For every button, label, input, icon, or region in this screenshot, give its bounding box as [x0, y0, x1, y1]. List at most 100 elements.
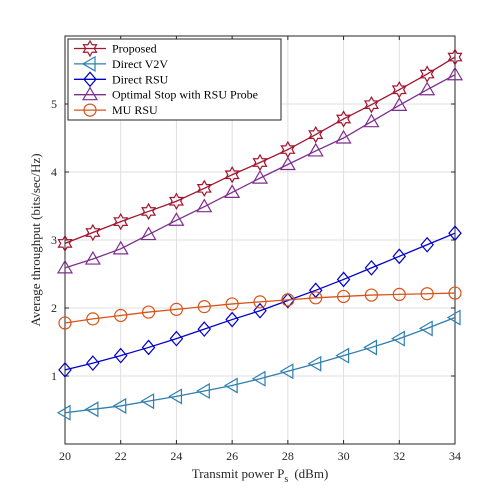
data-point-marker	[309, 291, 323, 305]
data-point-marker	[86, 355, 100, 372]
legend-entry-label: Direct V2V	[112, 57, 168, 71]
data-point-marker	[307, 355, 322, 372]
x-tick-label: 22	[115, 449, 127, 463]
data-point-marker	[58, 316, 72, 330]
data-point-marker	[113, 347, 128, 364]
data-point-marker	[420, 287, 434, 301]
legend-marker	[81, 86, 99, 101]
data-point-marker	[446, 309, 461, 326]
data-point-marker	[169, 330, 184, 347]
data-point-marker	[141, 305, 156, 319]
data-point-marker	[197, 300, 211, 314]
data-point-marker	[141, 202, 157, 221]
data-point-marker	[281, 293, 295, 307]
y-tick-label: 5	[51, 97, 57, 111]
data-point-marker	[447, 48, 463, 66]
series-4	[58, 286, 462, 330]
data-point-marker	[448, 225, 462, 242]
data-point-marker	[56, 259, 74, 274]
series-line	[64, 232, 456, 371]
data-point-marker	[224, 166, 240, 184]
data-point-marker	[114, 308, 128, 323]
data-point-marker	[140, 393, 155, 410]
data-point-marker	[391, 97, 408, 111]
series-line	[64, 316, 456, 414]
x-axis-title: Transmit power Ps (dBm)	[192, 466, 329, 485]
data-point-marker	[86, 312, 100, 326]
data-point-marker	[223, 377, 238, 394]
data-point-marker	[58, 361, 72, 378]
x-axis-title-main: Transmit power P	[192, 466, 285, 481]
data-point-marker	[363, 339, 378, 356]
data-point-marker	[391, 330, 405, 347]
series-line	[64, 74, 456, 269]
data-point-marker	[307, 142, 324, 157]
series-2	[58, 225, 462, 378]
data-point-marker	[112, 397, 127, 414]
data-point-marker	[84, 401, 99, 418]
legend-entry-label: MU RSU	[112, 103, 158, 117]
x-tick-label: 34	[449, 449, 461, 463]
data-point-marker	[336, 110, 352, 128]
legend-entry-label: Proposed	[112, 42, 157, 56]
x-tick-label: 24	[170, 449, 182, 463]
y-tick-label: 2	[51, 301, 57, 315]
x-axis-title-unit: (dBm)	[294, 466, 328, 481]
data-point-marker	[113, 212, 129, 231]
legend-marker	[81, 55, 96, 72]
data-point-marker	[363, 113, 380, 128]
data-point-marker	[196, 198, 213, 213]
data-point-marker	[392, 248, 407, 265]
data-point-marker	[85, 223, 101, 242]
data-point-marker	[418, 320, 433, 337]
data-point-marker	[225, 297, 239, 311]
data-point-marker	[279, 363, 294, 380]
data-point-marker	[336, 271, 351, 288]
series-line	[64, 292, 456, 324]
y-axis-title: Average throughput (bits/sec/Hz)	[28, 153, 43, 326]
data-point-marker	[335, 347, 350, 364]
series-3	[56, 66, 464, 274]
data-point-marker	[224, 184, 241, 198]
legend-entry-label: Direct RSU	[112, 72, 169, 86]
data-point-marker	[253, 295, 267, 309]
data-point-marker	[364, 259, 379, 276]
data-point-marker	[308, 125, 324, 144]
data-point-marker	[56, 404, 71, 421]
data-point-marker	[281, 292, 295, 309]
series-1	[56, 309, 461, 421]
data-point-marker	[336, 289, 351, 304]
data-point-marker	[168, 212, 185, 226]
data-point-marker	[168, 192, 184, 210]
data-point-marker	[253, 302, 267, 319]
x-tick-label: 28	[282, 449, 294, 463]
legend-marker	[83, 71, 97, 88]
data-point-marker	[392, 287, 406, 301]
data-point-marker	[251, 370, 266, 387]
y-tick-label: 1	[51, 369, 57, 383]
x-tick-label: 32	[393, 449, 405, 463]
data-point-marker	[251, 169, 269, 184]
data-point-marker	[335, 129, 352, 144]
data-point-marker	[448, 286, 462, 300]
data-point-marker	[196, 179, 212, 198]
data-point-marker	[84, 250, 101, 265]
data-point-marker	[446, 66, 464, 81]
data-point-marker	[419, 81, 436, 96]
data-point-marker	[112, 240, 129, 255]
series-lines	[56, 48, 464, 421]
data-point-marker	[168, 388, 183, 405]
x-tick-label: 20	[59, 449, 71, 463]
data-point-marker	[196, 382, 210, 400]
legend-marker	[82, 39, 98, 58]
y-tick-label: 3	[51, 233, 57, 247]
legend-marker	[83, 103, 97, 117]
data-point-marker	[364, 288, 379, 302]
data-point-marker	[197, 321, 212, 338]
legend-entry-label: Optimal Stop with RSU Probe	[112, 88, 258, 102]
x-axis-title-subscript: s	[284, 474, 288, 485]
data-point-marker	[225, 311, 239, 328]
x-tick-label: 26	[226, 449, 238, 463]
y-tick-label: 4	[51, 165, 57, 179]
